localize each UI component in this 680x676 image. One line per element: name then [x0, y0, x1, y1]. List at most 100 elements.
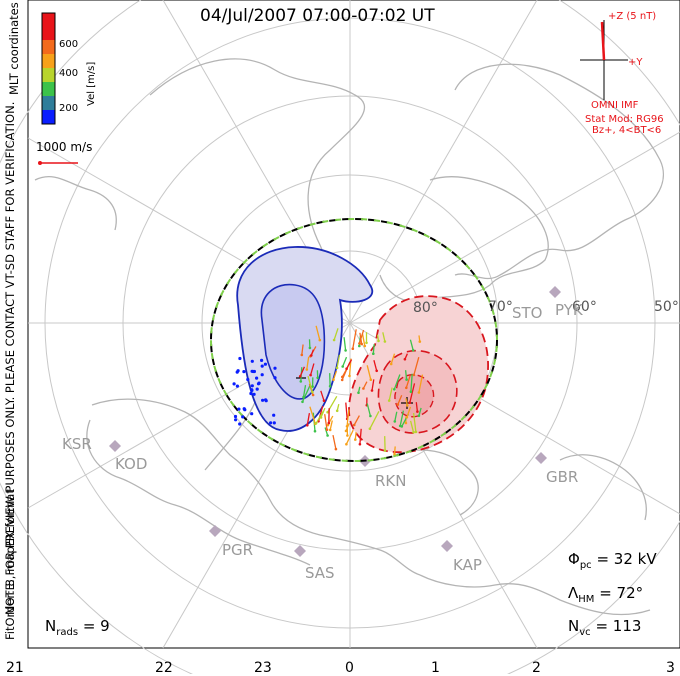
vector-dot	[370, 378, 373, 381]
colorbar-tick-400: 400	[59, 69, 78, 79]
vector-line	[330, 421, 332, 430]
vector-line	[344, 337, 346, 350]
vector-dot	[320, 416, 323, 419]
map-title: 04/Jul/2007 07:00-07:02 UT	[200, 8, 435, 25]
velocity-colorbar	[42, 13, 55, 124]
vector-dot	[406, 404, 409, 407]
mlt-meridians	[28, 0, 680, 648]
station-gbr: GBR	[546, 470, 578, 485]
vector-dot	[371, 389, 374, 392]
vector-dot	[335, 448, 338, 451]
plot-frame	[28, 0, 680, 648]
vector-dot	[311, 391, 314, 394]
vector-dot	[306, 424, 309, 427]
vector-dot	[269, 421, 272, 424]
reference-vector-label: 1000 m/s	[36, 141, 92, 153]
vector-dot	[253, 393, 256, 396]
vector-dot	[250, 412, 253, 415]
fit-order-note: FitOrder: 8, mapEX format	[3, 489, 17, 640]
imf-condition: Bz+, 4<BT<6	[592, 126, 661, 136]
mlt-coordinates-note: MLT coordinates	[7, 2, 21, 95]
vector-dot	[241, 415, 244, 418]
vector-dot	[418, 415, 421, 418]
vector-dot	[336, 410, 339, 413]
vector-dot	[406, 416, 409, 419]
vector-dot	[393, 453, 396, 456]
vector-dot	[357, 391, 360, 394]
vector-dot	[405, 378, 408, 381]
vector-dot	[272, 414, 275, 417]
vector-dot	[302, 396, 305, 399]
vector-line	[346, 403, 347, 419]
nrads-stat: Nrads = 9	[45, 619, 110, 638]
vector-dot	[412, 349, 415, 352]
vector-dot	[261, 399, 264, 402]
vector-dot	[256, 388, 259, 391]
vector-dot	[418, 391, 421, 394]
vector-dot	[261, 365, 264, 368]
vector-dot	[233, 382, 236, 385]
vector-line	[373, 344, 374, 354]
vector-dot	[364, 345, 367, 348]
colorbar-tick-600: 600	[59, 40, 78, 50]
vector-line	[353, 329, 356, 348]
vector-dot	[250, 388, 253, 391]
vector-dot	[358, 345, 361, 348]
vector-dot	[234, 418, 237, 421]
vector-dot	[329, 385, 332, 388]
vector-dot	[393, 388, 396, 391]
vector-dot	[323, 399, 326, 402]
vector-dot	[412, 431, 415, 434]
vector-dot	[234, 415, 237, 418]
station-kod: KOD	[115, 457, 147, 472]
vector-dot	[255, 377, 258, 380]
vector-dot	[384, 340, 387, 343]
lat-label-50: 50°	[654, 300, 679, 314]
vector-dot	[328, 422, 331, 425]
station-kap: KAP	[453, 558, 482, 573]
vector-dot	[264, 363, 267, 366]
vector-dot	[316, 377, 319, 380]
vector-dot	[352, 347, 355, 350]
vector-dot	[238, 357, 241, 360]
vector-dot	[397, 403, 400, 406]
stat-model: Stat Mod: RG96	[585, 115, 664, 125]
vector-dot	[399, 425, 402, 428]
lambda-hm-stat: ΛHM = 72°	[568, 586, 643, 605]
vector-dot	[315, 422, 318, 425]
vector-dot	[346, 434, 349, 437]
vector-dot	[329, 429, 332, 432]
phi-pc-stat: Φpc = 32 kV	[568, 552, 657, 571]
vector-line	[343, 357, 347, 366]
vector-dot	[319, 339, 322, 342]
vector-dot	[341, 379, 344, 382]
colorbar-label: Vel [m/s]	[86, 62, 97, 106]
vector-dot	[415, 431, 418, 434]
vector-dot	[404, 358, 407, 361]
imf-y-label: +Y	[628, 58, 643, 68]
vector-dot	[300, 380, 303, 383]
imf-dial	[580, 20, 628, 100]
vector-dot	[369, 427, 372, 430]
lat-label-70: 70°	[488, 300, 513, 314]
vector-dot	[372, 352, 375, 355]
vector-dot	[413, 374, 416, 377]
vector-dot	[359, 443, 362, 446]
vector-dot	[345, 367, 348, 370]
vector-dot	[354, 438, 357, 441]
imf-z-label: +Z (5 nT)	[608, 12, 656, 22]
vector-dot	[236, 385, 239, 388]
vector-dot	[336, 367, 339, 370]
vector-dot	[369, 415, 372, 418]
nvc-stat: Nvc = 113	[568, 619, 641, 638]
station-rkn: RKN	[375, 474, 406, 489]
coastlines	[35, 59, 663, 615]
vector-dot	[345, 430, 348, 433]
vector-dot	[252, 370, 255, 373]
vector-dot	[375, 370, 378, 373]
vector-dot	[264, 398, 267, 401]
vector-dot	[273, 376, 276, 379]
vector-dot	[312, 394, 315, 397]
vector-dot	[306, 368, 309, 371]
vector-dot	[405, 387, 408, 390]
